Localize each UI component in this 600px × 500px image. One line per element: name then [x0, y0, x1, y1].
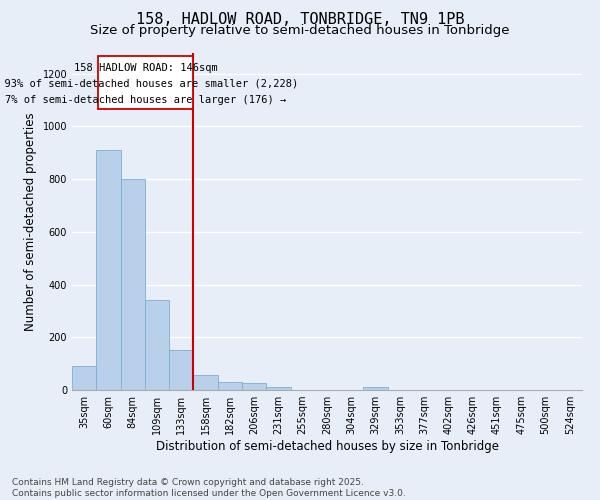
Bar	[266, 387, 290, 390]
Text: 158 HADLOW ROAD: 146sqm: 158 HADLOW ROAD: 146sqm	[74, 63, 217, 73]
Bar	[193, 376, 218, 390]
Text: 7% of semi-detached houses are larger (176) →: 7% of semi-detached houses are larger (1…	[5, 94, 286, 104]
Bar	[218, 382, 242, 390]
Bar	[72, 366, 96, 390]
Bar	[169, 350, 193, 390]
Bar	[96, 150, 121, 390]
Text: ← 93% of semi-detached houses are smaller (2,228): ← 93% of semi-detached houses are smalle…	[0, 79, 299, 89]
Text: 158, HADLOW ROAD, TONBRIDGE, TN9 1PB: 158, HADLOW ROAD, TONBRIDGE, TN9 1PB	[136, 12, 464, 28]
X-axis label: Distribution of semi-detached houses by size in Tonbridge: Distribution of semi-detached houses by …	[155, 440, 499, 453]
Text: Size of property relative to semi-detached houses in Tonbridge: Size of property relative to semi-detach…	[90, 24, 510, 37]
Bar	[364, 387, 388, 390]
Bar	[242, 384, 266, 390]
Bar	[145, 300, 169, 390]
Text: Contains HM Land Registry data © Crown copyright and database right 2025.
Contai: Contains HM Land Registry data © Crown c…	[12, 478, 406, 498]
FancyBboxPatch shape	[97, 56, 193, 109]
Y-axis label: Number of semi-detached properties: Number of semi-detached properties	[24, 112, 37, 330]
Bar	[121, 179, 145, 390]
